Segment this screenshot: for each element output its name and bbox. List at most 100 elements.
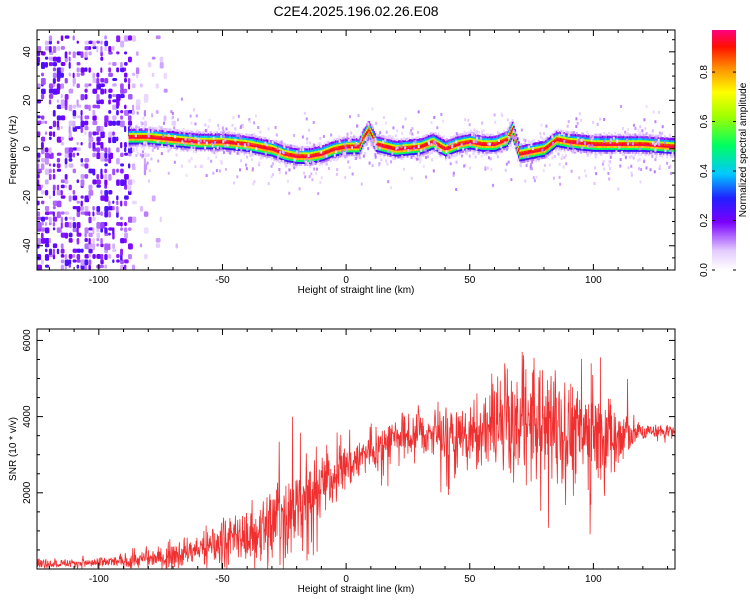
heatmap-cell	[532, 154, 535, 157]
heatmap-cell	[629, 137, 632, 141]
heatmap-cell	[218, 148, 221, 152]
heatmap-cell	[274, 158, 277, 162]
heatmap-cell	[276, 144, 279, 147]
heatmap-cell	[37, 131, 41, 137]
heatmap-cell	[673, 143, 675, 147]
heatmap-cell	[354, 136, 357, 139]
heatmap-cell	[76, 222, 81, 229]
heatmap-cell	[420, 138, 423, 141]
heatmap-cell	[595, 147, 598, 150]
heatmap-cell	[175, 134, 178, 138]
heatmap-cell	[231, 141, 233, 145]
heatmap-cell	[170, 140, 173, 143]
heatmap-cell	[154, 136, 157, 140]
heatmap-cell	[606, 151, 609, 154]
heatmap-cell	[237, 138, 240, 142]
heatmap-cell	[421, 147, 424, 150]
heatmap-cell	[631, 137, 634, 141]
heatmap-cell	[370, 127, 373, 131]
heatmap-cell	[156, 142, 159, 146]
heatmap-cell	[44, 211, 50, 216]
heatmap-cell	[666, 137, 669, 141]
heatmap-cell	[100, 46, 103, 53]
heatmap-cell	[166, 141, 169, 145]
heatmap-cell	[391, 137, 394, 141]
heatmap-cell	[311, 155, 314, 158]
heatmap-cell	[259, 140, 262, 143]
heatmap-cell	[442, 150, 445, 154]
heatmap-cell	[156, 144, 159, 148]
heatmap-cell	[338, 137, 341, 141]
heatmap-cell	[112, 227, 115, 235]
heatmap-cell	[605, 143, 608, 147]
heatmap-cell	[524, 146, 526, 149]
heatmap-cell	[254, 137, 257, 140]
heatmap-cell	[173, 138, 175, 142]
heatmap-cell	[208, 139, 211, 142]
heatmap-cell	[116, 94, 121, 101]
heatmap-cell	[133, 143, 136, 147]
heatmap-cell	[637, 137, 640, 141]
heatmap-cell	[187, 140, 190, 143]
heatmap-cell	[37, 222, 42, 229]
heatmap-cell	[597, 147, 599, 150]
heatmap-cell	[213, 135, 216, 138]
heatmap-cell	[399, 153, 402, 157]
heatmap-cell	[61, 270, 63, 275]
heatmap-cell	[131, 35, 137, 42]
heatmap-cell	[563, 143, 566, 147]
heatmap-cell	[393, 145, 395, 149]
heatmap-cell	[280, 157, 283, 161]
heatmap-cell	[496, 144, 499, 147]
heatmap-cell	[56, 163, 61, 169]
heatmap-cell	[521, 144, 524, 148]
heatmap-cell	[108, 190, 113, 195]
heatmap-cell	[144, 128, 147, 131]
heatmap-cell	[175, 140, 178, 144]
heatmap-cell	[327, 156, 330, 160]
heatmap-cell	[553, 130, 556, 134]
heatmap-cell	[310, 163, 313, 166]
heatmap-cell	[84, 51, 88, 58]
heatmap-cell	[166, 130, 169, 133]
heatmap-cell	[321, 149, 324, 152]
heatmap-cell	[143, 136, 146, 139]
heatmap-cell	[313, 152, 316, 156]
heatmap-cell	[92, 227, 95, 234]
heatmap-cell	[156, 133, 159, 136]
heatmap-cell	[513, 127, 515, 130]
heatmap-cell	[619, 133, 622, 137]
heatmap-cell	[322, 144, 325, 148]
heatmap-cell	[353, 149, 356, 153]
heatmap-cell	[666, 143, 669, 146]
heatmap-cell	[169, 132, 172, 135]
heatmap-cell	[389, 142, 392, 146]
heatmap-cell	[233, 136, 236, 139]
heatmap-cell	[608, 141, 611, 145]
heatmap-cell	[116, 179, 120, 186]
heatmap-cell	[120, 94, 125, 99]
heatmap-cell	[143, 134, 146, 137]
heatmap-cell	[492, 133, 494, 137]
heatmap-cell	[322, 158, 325, 162]
heatmap-cell	[663, 137, 666, 140]
heatmap-cell	[432, 135, 435, 138]
heatmap-cell	[604, 141, 607, 145]
heatmap-cell	[620, 145, 623, 148]
heatmap-cell	[651, 134, 654, 137]
heatmap-cell	[159, 56, 164, 63]
heatmap-cell	[562, 145, 565, 149]
heatmap-cell	[484, 137, 487, 141]
heatmap-cell	[313, 160, 316, 163]
heatmap-cell	[362, 128, 364, 132]
heatmap-cell	[322, 160, 325, 163]
heatmap-cell	[195, 144, 198, 148]
heatmap-cell	[557, 144, 560, 148]
heatmap-cell	[185, 141, 188, 145]
heatmap-cell	[390, 141, 393, 144]
heatmap-cell	[451, 147, 454, 151]
heatmap-cell	[546, 156, 549, 159]
heatmap-cell	[536, 143, 539, 147]
heatmap-cell	[266, 151, 269, 154]
heatmap-cell	[631, 133, 634, 137]
